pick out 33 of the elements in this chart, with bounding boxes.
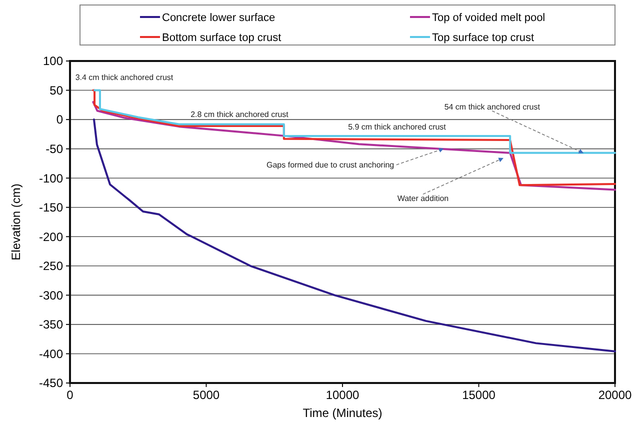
line-series — [94, 89, 616, 154]
y-tick-label: -200 — [38, 230, 64, 244]
x-axis-title: Time (Minutes) — [302, 406, 382, 420]
annotation: 2.8 cm thick anchored crust — [190, 110, 290, 119]
line-series — [92, 118, 616, 352]
annotation: Water addition — [397, 194, 449, 203]
x-tick-label: 20000 — [598, 388, 632, 402]
y-tick-label: -400 — [38, 346, 64, 361]
y-axis-title: Elevation (cm) — [9, 184, 23, 260]
x-tick-label: 5000 — [192, 388, 220, 402]
y-tick-label: -250 — [38, 259, 64, 274]
line-series — [92, 100, 616, 191]
line-series — [92, 89, 616, 186]
y-tick-label: -150 — [38, 200, 64, 215]
annotation: 5.9 cm thick anchored crust — [348, 122, 447, 132]
y-tick-label: 0 — [56, 112, 64, 127]
x-tick-label: 15000 — [462, 388, 496, 402]
y-tick-label: -300 — [38, 288, 64, 302]
legend-label: Bottom surface top crust — [162, 32, 282, 44]
annotation: 54 cm thick anchored crust — [444, 102, 541, 112]
y-tick-label: 100 — [42, 54, 64, 68]
y-tick-label: -50 — [46, 142, 64, 156]
legend-label: Concrete lower surface — [162, 12, 276, 24]
annotation: 3.4 cm thick anchored crust — [75, 73, 174, 82]
y-tick-label: -350 — [38, 318, 64, 332]
legend-label: Top surface top crust — [432, 32, 534, 44]
x-tick-label: 10000 — [326, 388, 360, 402]
legend-label: Top of voided melt pool — [432, 12, 546, 24]
annotation: Gaps formed due to crust anchoring — [266, 160, 394, 170]
x-tick-label: 0 — [66, 388, 74, 402]
y-tick-label: -100 — [38, 171, 64, 186]
y-tick-label: 50 — [50, 83, 64, 98]
y-tick-label: -450 — [38, 376, 64, 390]
